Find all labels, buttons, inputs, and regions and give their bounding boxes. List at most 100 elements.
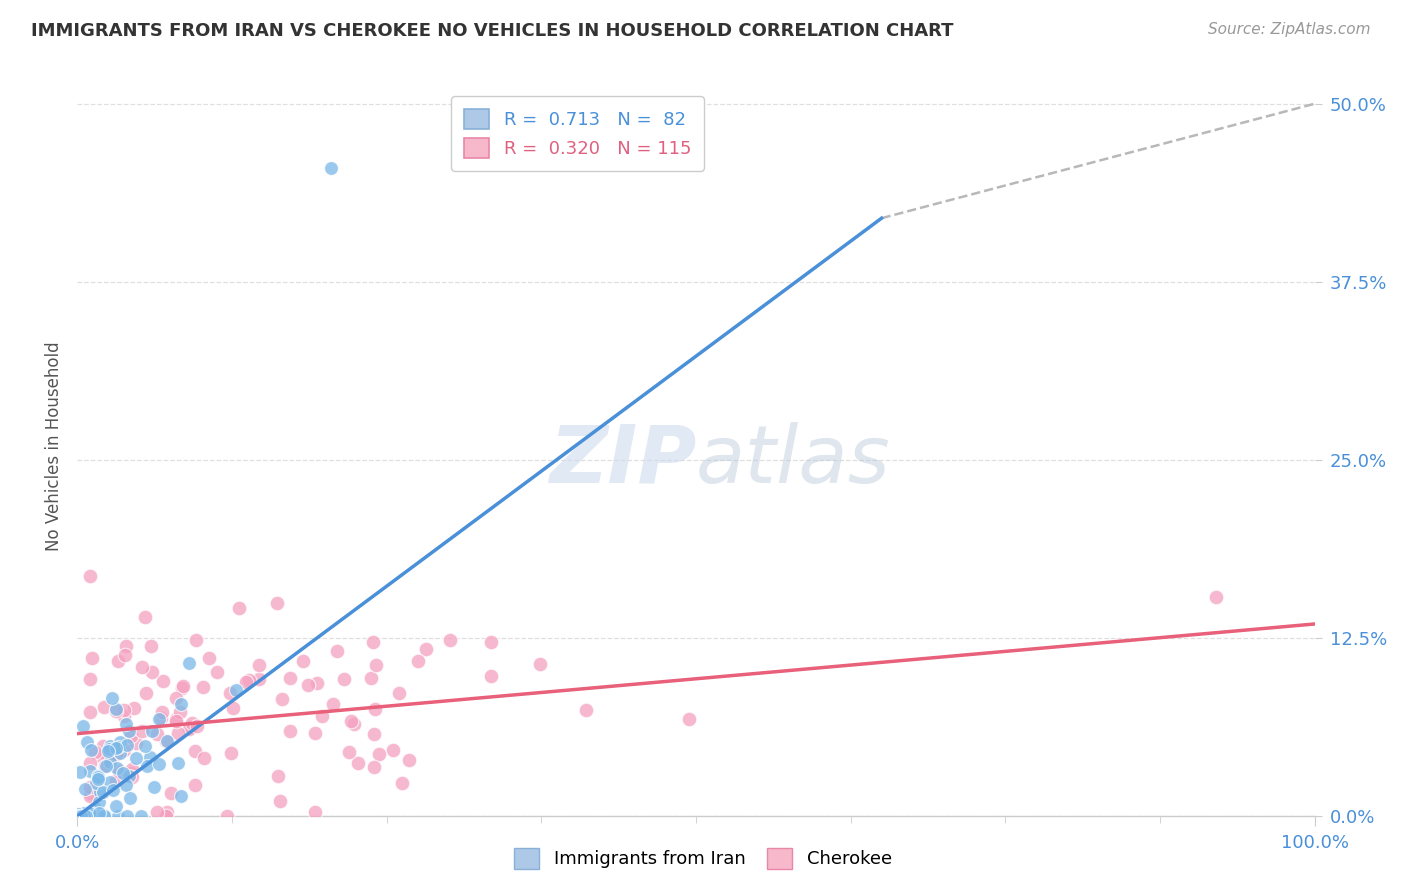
Point: [87, 770, 110, 784]
Point: [225, 683, 247, 698]
Point: [247, 673, 270, 687]
Point: [129, 809, 152, 823]
Point: [79, 789, 101, 804]
Point: [360, 671, 382, 685]
Point: [155, 809, 177, 823]
Legend: R =  0.713   N =  82, R =  0.320   N = 115: R = 0.713 N = 82, R = 0.320 N = 115: [451, 96, 704, 171]
Point: [91, 809, 114, 823]
Point: [104, 704, 127, 718]
Point: [112, 743, 135, 757]
Point: [278, 723, 301, 738]
Point: [181, 715, 204, 730]
Point: [364, 658, 387, 673]
Point: [156, 734, 179, 748]
Point: [136, 758, 159, 772]
Point: [152, 673, 174, 688]
Point: [79, 569, 101, 583]
Point: [93, 759, 115, 773]
Point: [80, 650, 103, 665]
Point: [97, 753, 120, 767]
Point: [406, 653, 429, 667]
Point: [111, 766, 134, 780]
Point: [87, 795, 110, 809]
Point: [87, 769, 110, 783]
Point: [479, 635, 502, 649]
Point: [82, 809, 104, 823]
Point: [184, 632, 207, 647]
Point: [319, 161, 342, 176]
Point: [105, 747, 128, 761]
Point: [333, 673, 356, 687]
Point: [94, 809, 117, 823]
Point: [148, 712, 170, 726]
Point: [69, 809, 91, 823]
Point: [125, 736, 148, 750]
Point: [120, 790, 142, 805]
Point: [114, 648, 136, 662]
Point: [381, 743, 404, 757]
Point: [363, 635, 385, 649]
Point: [72, 809, 94, 823]
Point: [80, 743, 103, 757]
Point: [169, 705, 191, 719]
Point: [146, 727, 169, 741]
Point: [118, 769, 141, 783]
Point: [363, 701, 385, 715]
Point: [165, 690, 187, 705]
Point: [307, 676, 329, 690]
Point: [219, 686, 242, 700]
Point: [575, 702, 598, 716]
Point: [108, 764, 131, 778]
Point: [114, 778, 136, 792]
Point: [86, 775, 108, 789]
Point: [67, 807, 90, 822]
Point: [122, 701, 145, 715]
Point: [115, 809, 138, 823]
Point: [120, 730, 142, 744]
Point: [79, 706, 101, 720]
Point: [115, 716, 138, 731]
Legend: Immigrants from Iran, Cherokee: Immigrants from Iran, Cherokee: [506, 840, 900, 876]
Point: [77, 809, 100, 823]
Point: [97, 744, 120, 758]
Point: [141, 665, 163, 679]
Point: [103, 783, 125, 797]
Point: [238, 673, 260, 687]
Point: [415, 641, 437, 656]
Point: [170, 698, 193, 712]
Point: [84, 745, 107, 759]
Point: [72, 809, 94, 823]
Point: [269, 794, 291, 808]
Point: [134, 739, 156, 754]
Point: [72, 719, 94, 733]
Point: [172, 681, 194, 696]
Point: [70, 809, 93, 823]
Point: [91, 785, 114, 799]
Point: [193, 751, 215, 765]
Point: [141, 723, 163, 738]
Point: [297, 678, 319, 692]
Point: [184, 778, 207, 792]
Point: [79, 780, 101, 794]
Point: [76, 735, 98, 749]
Point: [93, 699, 115, 714]
Point: [172, 679, 194, 693]
Point: [90, 809, 112, 823]
Text: IMMIGRANTS FROM IRAN VS CHEROKEE NO VEHICLES IN HOUSEHOLD CORRELATION CHART: IMMIGRANTS FROM IRAN VS CHEROKEE NO VEHI…: [31, 22, 953, 40]
Point: [270, 692, 292, 706]
Y-axis label: No Vehicles in Household: No Vehicles in Household: [45, 341, 63, 551]
Point: [388, 685, 411, 699]
Point: [115, 639, 138, 653]
Point: [139, 640, 162, 654]
Point: [186, 719, 208, 733]
Point: [125, 750, 148, 764]
Text: ZIP: ZIP: [548, 422, 696, 500]
Point: [148, 756, 170, 771]
Point: [112, 709, 135, 723]
Point: [98, 756, 121, 770]
Point: [167, 725, 190, 739]
Point: [108, 747, 131, 761]
Point: [98, 739, 121, 753]
Point: [84, 801, 107, 815]
Text: Source: ZipAtlas.com: Source: ZipAtlas.com: [1208, 22, 1371, 37]
